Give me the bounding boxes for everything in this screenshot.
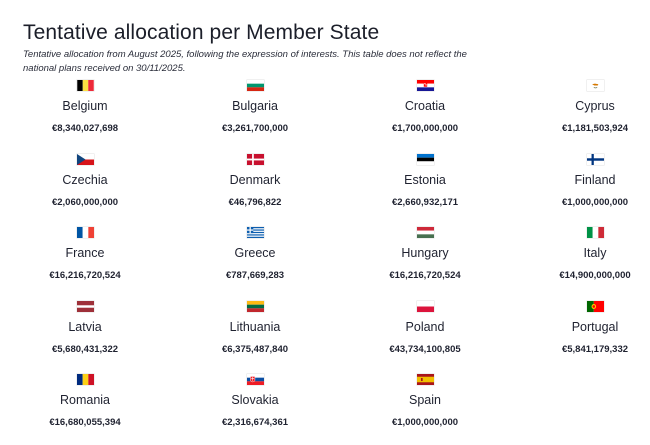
dk-flag-icon (247, 153, 264, 165)
pt-flag-icon (587, 300, 604, 312)
member-state-card: Romania €16,680,055,394 (0, 371, 170, 445)
member-state-card: Cyprus €1,181,503,924 (510, 77, 650, 151)
be-flag-icon (77, 80, 94, 91)
member-state-amount: €1,181,503,924 (561, 123, 629, 134)
fi-flag-icon (587, 153, 604, 165)
lt-flag-icon (247, 300, 264, 312)
member-state-name: Latvia (68, 319, 102, 334)
member-state-amount: €6,375,487,840 (221, 343, 289, 355)
page-subtitle: Tentative allocation from August 2025, f… (23, 48, 467, 74)
member-state-name: Hungary (401, 246, 449, 260)
member-state-name: Italy (583, 246, 607, 260)
member-state-card: Hungary €16,216,720,524 (340, 224, 510, 298)
member-state-amount: €3,261,700,000 (221, 123, 289, 134)
gr-flag-icon (247, 227, 264, 238)
hu-flag-icon (417, 227, 434, 238)
member-state-amount: €16,216,720,524 (49, 270, 121, 281)
fr-flag-icon (77, 227, 94, 238)
member-state-card: Italy €14,900,000,000 (510, 224, 650, 298)
member-state-amount: €2,316,674,361 (221, 417, 289, 428)
pl-flag-icon (417, 300, 434, 312)
member-state-card: Slovakia €2,316,674,361 (170, 371, 340, 445)
bg-flag-icon (247, 80, 264, 91)
member-state-card: Portugal €5,841,179,332 (510, 298, 650, 372)
member-state-amount: €8,340,027,698 (51, 123, 119, 134)
member-state-amount: €1,000,000,000 (391, 417, 459, 428)
member-state-card: Poland €43,734,100,805 (340, 298, 510, 372)
member-state-name: Lithuania (229, 319, 281, 334)
member-state-amount: €46,796,822 (228, 196, 282, 208)
member-state-name: Poland (405, 319, 445, 334)
hr-flag-icon (417, 80, 434, 91)
member-state-amount: €5,841,179,332 (561, 343, 629, 355)
page-title: Tentative allocation per Member State (23, 21, 380, 45)
member-state-name: Finland (574, 172, 616, 187)
sk-flag-icon (247, 374, 264, 385)
member-state-card: Finland €1,000,000,000 (510, 151, 650, 225)
member-state-name: France (65, 246, 105, 260)
member-state-name: Czechia (62, 172, 108, 187)
es-flag-icon (417, 374, 434, 385)
cy-flag-icon (587, 80, 604, 91)
member-state-card: Estonia €2,660,932,171 (340, 151, 510, 225)
member-state-name: Estonia (404, 172, 446, 187)
member-state-card: Latvia €5,680,431,322 (0, 298, 170, 372)
member-state-amount: €2,660,932,171 (391, 196, 459, 208)
member-state-card: Czechia €2,060,000,000 (0, 151, 170, 225)
member-state-name: Bulgaria (232, 99, 278, 113)
member-state-amount: €1,000,000,000 (561, 196, 629, 208)
member-state-card: Spain €1,000,000,000 (340, 371, 510, 445)
cz-flag-icon (77, 153, 94, 165)
ee-flag-icon (417, 153, 434, 165)
member-state-amount: €16,216,720,524 (389, 270, 461, 281)
member-state-name: Denmark (229, 172, 281, 187)
member-state-name: Croatia (404, 99, 446, 113)
member-state-card: Greece €787,669,283 (170, 224, 340, 298)
member-state-name: Greece (234, 246, 276, 260)
member-state-card: Denmark €46,796,822 (170, 151, 340, 225)
member-state-amount: €14,900,000,000 (559, 270, 631, 281)
member-state-card: Lithuania €6,375,487,840 (170, 298, 340, 372)
member-state-name: Romania (59, 393, 111, 407)
member-state-amount: €787,669,283 (225, 270, 285, 281)
member-state-card: Belgium €8,340,027,698 (0, 77, 170, 151)
member-state-amount: €1,700,000,000 (391, 123, 459, 134)
it-flag-icon (587, 227, 604, 238)
member-state-grid: Belgium €8,340,027,698 Bulgaria €3,261,7… (0, 77, 650, 445)
member-state-name: Slovakia (231, 393, 279, 407)
member-state-amount: €16,680,055,394 (49, 417, 121, 428)
member-state-amount: €43,734,100,805 (389, 343, 461, 355)
member-state-amount: €2,060,000,000 (51, 196, 119, 208)
member-state-amount: €5,680,431,322 (51, 343, 119, 355)
member-state-name: Spain (409, 393, 441, 407)
member-state-card: Bulgaria €3,261,700,000 (170, 77, 340, 151)
member-state-name: Portugal (571, 319, 619, 334)
lv-flag-icon (77, 300, 94, 312)
ro-flag-icon (77, 374, 94, 385)
member-state-card: Croatia €1,700,000,000 (340, 77, 510, 151)
member-state-card: France €16,216,720,524 (0, 224, 170, 298)
member-state-name: Belgium (62, 99, 108, 113)
member-state-name: Cyprus (575, 99, 615, 113)
